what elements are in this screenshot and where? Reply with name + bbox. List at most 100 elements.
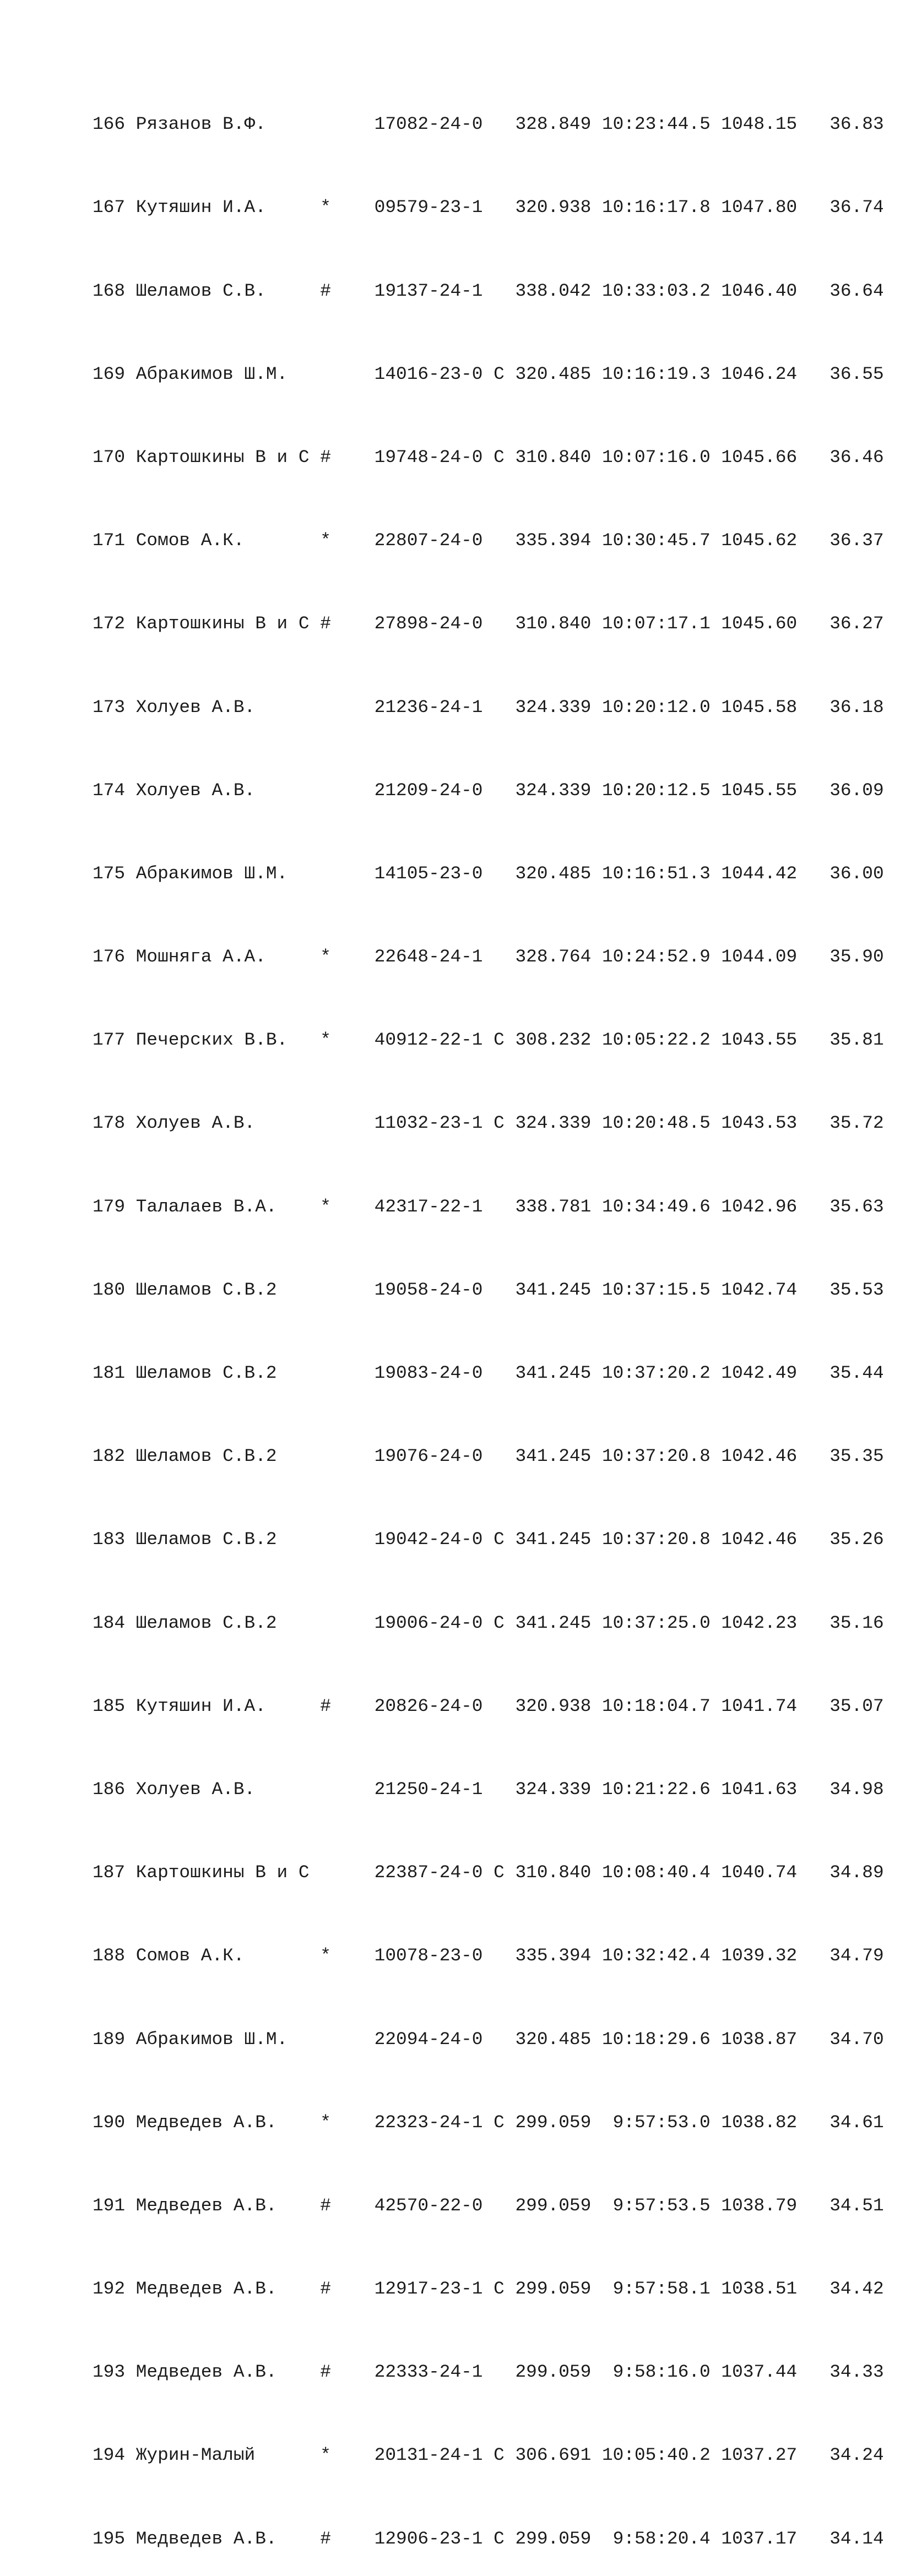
rank: 173 bbox=[93, 697, 126, 718]
rank: 189 bbox=[93, 2029, 126, 2050]
arrival-time: 10:07:17.1 bbox=[601, 613, 711, 634]
fancier-name: Шеламов С.В.2 bbox=[135, 1612, 277, 1633]
c-flag bbox=[494, 2362, 505, 2383]
result-row: 183 Шеламов С.В.2 19042-24-0 С 341.245 10:37:… bbox=[93, 1529, 884, 1550]
distance: 320.485 bbox=[515, 863, 592, 884]
mark-symbol bbox=[320, 1779, 331, 1800]
c-flag bbox=[494, 1696, 505, 1717]
distance: 306.691 bbox=[515, 2445, 592, 2466]
distance: 310.840 bbox=[515, 1862, 592, 1883]
distance: 320.485 bbox=[515, 2029, 592, 2050]
mark-symbol bbox=[320, 780, 331, 801]
c-flag bbox=[494, 1280, 505, 1301]
mark-symbol bbox=[320, 1446, 331, 1467]
distance: 324.339 bbox=[515, 697, 592, 718]
speed: 1038.51 bbox=[721, 2279, 798, 2300]
mark-symbol: # bbox=[320, 2362, 331, 2383]
result-row: 172 Картошкины В и С #27898-24-0 310.840 10:… bbox=[93, 613, 884, 634]
points: 35.16 bbox=[829, 1612, 884, 1633]
ring-number: 12906-23-1 bbox=[374, 2528, 483, 2549]
speed: 1045.60 bbox=[721, 613, 798, 634]
arrival-time: 10:37:25.0 bbox=[601, 1612, 711, 1633]
fancier-name: Медведев А.В. bbox=[135, 2362, 277, 2383]
points: 36.64 bbox=[829, 280, 884, 301]
fancier-name: Холуев А.В. bbox=[135, 1779, 256, 1800]
arrival-time: 9:57:53.5 bbox=[612, 2195, 711, 2216]
arrival-time: 10:32:42.4 bbox=[601, 1945, 711, 1966]
c-flag bbox=[494, 863, 505, 884]
c-flag bbox=[494, 1446, 505, 1467]
rank: 191 bbox=[93, 2195, 126, 2216]
points: 35.44 bbox=[829, 1363, 884, 1383]
arrival-time: 10:34:49.6 bbox=[601, 1196, 711, 1217]
arrival-time: 10:30:45.7 bbox=[601, 530, 711, 551]
c-flag bbox=[494, 780, 505, 801]
distance: 341.245 bbox=[515, 1363, 592, 1383]
ring-number: 12917-23-1 bbox=[374, 2279, 483, 2300]
speed: 1037.44 bbox=[721, 2362, 798, 2383]
arrival-time: 10:16:51.3 bbox=[601, 863, 711, 884]
points: 35.26 bbox=[829, 1529, 884, 1550]
arrival-time: 10:18:04.7 bbox=[601, 1695, 711, 1716]
result-row: 176 Мошняга А.А. * 22648-24-1 328.764 10:24:5… bbox=[93, 947, 884, 968]
result-row: 166 Рязанов В.Ф. 17082-24-0 328.849 10:23:44… bbox=[93, 114, 884, 135]
rank: 171 bbox=[93, 530, 126, 551]
arrival-time: 10:05:22.2 bbox=[601, 1030, 711, 1051]
result-row: 193 Медведев А.В. #22333-24-1 299.059 9:58:1… bbox=[93, 2362, 884, 2383]
arrival-time: 10:18:29.6 bbox=[601, 2029, 711, 2050]
ring-number: 14016-23-0 bbox=[374, 363, 483, 384]
distance: 299.059 bbox=[515, 2528, 592, 2549]
points: 35.72 bbox=[829, 1113, 884, 1134]
ring-number: 19137-24-1 bbox=[374, 280, 483, 301]
result-row: 192 Медведев А.В. #12917-23-1 С 299.059 9:57:… bbox=[93, 2279, 884, 2300]
c-flag: С bbox=[494, 1529, 505, 1550]
speed: 1045.58 bbox=[721, 697, 798, 718]
ring-number: 21236-24-1 bbox=[374, 697, 483, 718]
points: 35.63 bbox=[829, 1196, 884, 1217]
mark-symbol bbox=[320, 1363, 331, 1384]
rank: 195 bbox=[93, 2528, 126, 2549]
result-row: 188 Сомов А.К. * 10078-23-0 335.394 10:32:42.… bbox=[93, 1945, 884, 1966]
points: 34.98 bbox=[829, 1779, 884, 1800]
rank: 177 bbox=[93, 1030, 126, 1051]
distance: 320.938 bbox=[515, 1695, 592, 1716]
mark-symbol: # bbox=[320, 2195, 331, 2216]
distance: 328.849 bbox=[515, 114, 592, 135]
speed: 1041.74 bbox=[721, 1695, 798, 1716]
arrival-time: 10:23:44.5 bbox=[601, 114, 711, 135]
ring-number: 22648-24-1 bbox=[374, 947, 483, 968]
ring-number: 22387-24-0 bbox=[374, 1862, 483, 1883]
c-flag bbox=[494, 1197, 505, 1218]
speed: 1041.63 bbox=[721, 1779, 798, 1800]
arrival-time: 10:20:12.5 bbox=[601, 780, 711, 801]
points: 35.53 bbox=[829, 1279, 884, 1300]
points: 34.79 bbox=[829, 1945, 884, 1966]
result-row: 173 Холуев А.В. 21236-24-1 324.339 10:20:12.… bbox=[93, 697, 884, 718]
points: 34.61 bbox=[829, 2112, 884, 2133]
fancier-name: Кутяшин И.А. bbox=[135, 197, 266, 218]
mark-symbol: * bbox=[320, 2112, 331, 2133]
c-flag bbox=[494, 197, 505, 218]
mark-symbol: # bbox=[320, 2279, 331, 2300]
mark-symbol: * bbox=[320, 530, 331, 551]
arrival-time: 10:37:20.8 bbox=[601, 1446, 711, 1467]
arrival-time: 10:05:40.2 bbox=[601, 2445, 711, 2466]
ring-number: 11032-23-1 bbox=[374, 1113, 483, 1134]
ring-number: 09579-23-1 bbox=[374, 197, 483, 218]
points: 36.18 bbox=[829, 697, 884, 718]
fancier-name: Шеламов С.В.2 bbox=[135, 1446, 277, 1467]
points: 35.81 bbox=[829, 1030, 884, 1051]
fancier-name: Абракимов Ш.М. bbox=[135, 2029, 288, 2050]
c-flag bbox=[494, 1945, 505, 1966]
result-row: 179 Талалаев В.А. * 42317-22-1 338.781 10:34:… bbox=[93, 1197, 884, 1218]
distance: 324.339 bbox=[515, 1113, 592, 1134]
ring-number: 42570-22-0 bbox=[374, 2195, 483, 2216]
distance: 299.059 bbox=[515, 2279, 592, 2300]
distance: 299.059 bbox=[515, 2112, 592, 2133]
c-flag: С bbox=[494, 1113, 505, 1134]
ring-number: 22094-24-0 bbox=[374, 2029, 483, 2050]
rank: 185 bbox=[93, 1695, 126, 1716]
ring-number: 19042-24-0 bbox=[374, 1529, 483, 1550]
ring-number: 19058-24-0 bbox=[374, 1279, 483, 1300]
mark-symbol bbox=[320, 1280, 331, 1301]
